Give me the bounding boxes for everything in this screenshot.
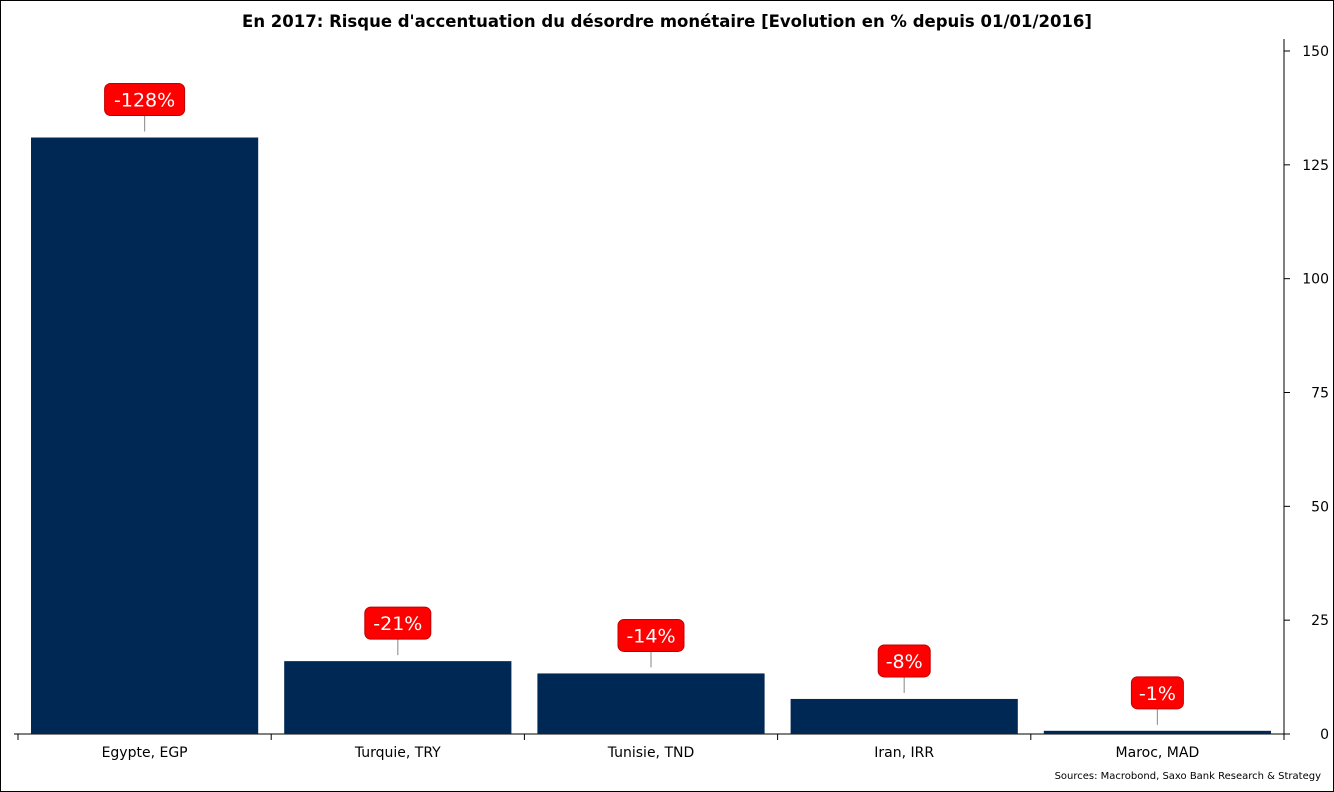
bars-group bbox=[31, 137, 1271, 735]
data-label: -21% bbox=[373, 613, 422, 635]
data-label-box bbox=[877, 644, 931, 678]
data-label-box bbox=[617, 618, 685, 652]
bar bbox=[284, 661, 512, 734]
data-label: -14% bbox=[626, 625, 675, 647]
x-tick-label: Egypte, EGP bbox=[102, 745, 188, 761]
data-label-box bbox=[364, 606, 432, 640]
bar bbox=[790, 698, 1018, 734]
chart-title: En 2017: Risque d'accentuation du désord… bbox=[242, 12, 1092, 31]
data-label: -8% bbox=[886, 651, 923, 673]
bar bbox=[1043, 730, 1271, 734]
data-labels-group: -128% -21% -14% -8% -1% bbox=[104, 83, 1184, 725]
y-tick-label: 50 bbox=[1311, 499, 1329, 515]
y-tick-label: 25 bbox=[1311, 613, 1329, 629]
x-tick-label: Iran, IRR bbox=[874, 745, 934, 761]
data-label: -1% bbox=[1139, 683, 1176, 705]
y-tick-label: 125 bbox=[1302, 158, 1329, 174]
x-tick-label: Turquie, TRY bbox=[354, 745, 441, 761]
y-tick-label: 100 bbox=[1302, 272, 1329, 288]
y-tick-label: 0 bbox=[1320, 727, 1329, 743]
x-tick-label: Maroc, MAD bbox=[1116, 745, 1200, 761]
bar bbox=[537, 673, 765, 734]
axes-group: 0 25 50 75 100 125 150 Egypte, EGP Turquie, TRY T… bbox=[14, 39, 1329, 761]
data-label-box bbox=[104, 83, 186, 117]
y-tick-label: 150 bbox=[1302, 44, 1329, 60]
y-tick-label: 75 bbox=[1311, 386, 1329, 402]
bar bbox=[31, 137, 259, 735]
source-note: Sources: Macrobond, Saxo Bank Research &… bbox=[1055, 771, 1322, 782]
x-tick-label: Tunisie, TND bbox=[607, 745, 695, 761]
data-label: -128% bbox=[114, 90, 175, 112]
data-label-box bbox=[1130, 676, 1184, 710]
